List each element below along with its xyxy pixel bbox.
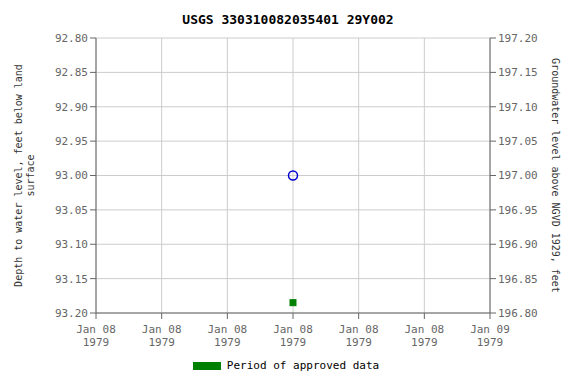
svg-text:93.10: 93.10	[55, 238, 88, 251]
svg-text:197.10: 197.10	[498, 101, 538, 114]
svg-text:92.95: 92.95	[55, 135, 88, 148]
svg-text:92.90: 92.90	[55, 101, 88, 114]
svg-text:92.85: 92.85	[55, 66, 88, 79]
svg-text:Jan 091979: Jan 091979	[470, 323, 510, 349]
html-text:Period of approved data: Period of approved data	[226, 359, 380, 372]
svg-text:93.20: 93.20	[55, 307, 88, 320]
html-text:USGS 330310082035401 29Y002: USGS 330310082035401 29Y002	[182, 12, 394, 27]
svg-text:Depth to water level, feet bel: Depth to water level, feet below landsur…	[13, 64, 36, 287]
svg-text:197.15: 197.15	[498, 66, 538, 79]
svg-text:93.15: 93.15	[55, 273, 88, 286]
svg-text:197.00: 197.00	[498, 169, 538, 182]
svg-text:93.00: 93.00	[55, 169, 88, 182]
svg-text:196.80: 196.80	[498, 307, 538, 320]
svg-text:Groundwater level above NGVD 1: Groundwater level above NGVD 1929, feet	[550, 58, 561, 293]
svg-text:197.05: 197.05	[498, 135, 538, 148]
svg-text:93.05: 93.05	[55, 204, 88, 217]
svg-text:Jan 081979: Jan 081979	[142, 323, 182, 349]
svg-text:Jan 081979: Jan 081979	[339, 323, 379, 349]
svg-text:92.80: 92.80	[55, 32, 88, 45]
svg-text:196.95: 196.95	[498, 204, 538, 217]
svg-text:Jan 081979: Jan 081979	[207, 323, 247, 349]
svg-text:196.90: 196.90	[498, 238, 538, 251]
svg-text:196.85: 196.85	[498, 273, 538, 286]
svg-text:Jan 081979: Jan 081979	[273, 323, 313, 349]
svg-text:Jan 081979: Jan 081979	[404, 323, 444, 349]
svg-text:197.20: 197.20	[498, 32, 538, 45]
svg-text:Jan 081979: Jan 081979	[76, 323, 116, 349]
